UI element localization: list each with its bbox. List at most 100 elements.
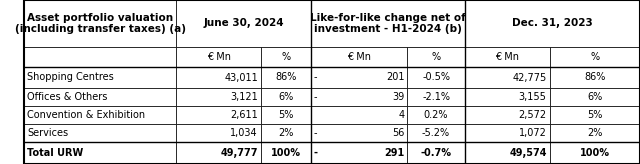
Bar	[311, 47, 407, 67]
Bar	[311, 67, 407, 88]
Text: 3,155: 3,155	[519, 92, 547, 102]
Bar	[550, 67, 640, 88]
Bar	[24, 0, 176, 47]
Bar	[261, 106, 311, 124]
Text: 39: 39	[392, 92, 404, 102]
Bar	[550, 106, 640, 124]
Bar	[407, 47, 465, 67]
Bar	[176, 88, 261, 106]
Bar	[261, 47, 311, 67]
Text: 42,775: 42,775	[513, 72, 547, 82]
Bar	[24, 47, 176, 67]
Text: -0.7%: -0.7%	[420, 148, 452, 158]
Text: 1,034: 1,034	[230, 128, 258, 138]
Text: 49,574: 49,574	[509, 148, 547, 158]
Bar	[24, 124, 176, 142]
Bar	[176, 124, 261, 142]
Bar	[550, 47, 640, 67]
Bar	[261, 88, 311, 106]
Text: -: -	[314, 148, 318, 158]
Text: -2.1%: -2.1%	[422, 92, 450, 102]
Bar	[407, 88, 465, 106]
Text: Like-for-like change net of
investment - H1-2024 (b): Like-for-like change net of investment -…	[310, 13, 466, 34]
Bar	[407, 142, 465, 164]
Bar	[600, 0, 640, 47]
Text: 6%: 6%	[587, 92, 602, 102]
Text: 2%: 2%	[278, 128, 294, 138]
Bar	[407, 106, 465, 124]
Bar	[600, 47, 640, 67]
Bar	[176, 67, 261, 88]
Bar	[465, 106, 550, 124]
Bar	[465, 47, 550, 67]
Bar	[311, 106, 407, 124]
Bar	[550, 0, 600, 47]
Bar	[550, 142, 640, 164]
Text: Convention & Exhibition: Convention & Exhibition	[27, 110, 145, 120]
Bar	[176, 124, 261, 142]
Bar	[311, 67, 407, 88]
Bar	[465, 88, 550, 106]
Text: June 30, 2024: June 30, 2024	[204, 19, 284, 29]
Bar	[465, 124, 550, 142]
Text: 0.2%: 0.2%	[424, 110, 448, 120]
Bar	[550, 106, 600, 124]
Text: %: %	[282, 52, 291, 62]
Text: € Mn: € Mn	[495, 52, 519, 62]
Text: 43,011: 43,011	[224, 72, 258, 82]
Bar	[176, 47, 261, 67]
Bar	[24, 0, 176, 47]
Text: 100%: 100%	[271, 148, 301, 158]
Bar	[407, 67, 465, 88]
Bar	[550, 67, 600, 88]
Text: € Mn: € Mn	[347, 52, 371, 62]
Bar	[465, 106, 550, 124]
Bar	[550, 88, 640, 106]
Bar	[311, 106, 407, 124]
Bar	[407, 67, 465, 88]
Bar	[24, 106, 176, 124]
Bar	[176, 67, 261, 88]
Bar	[24, 67, 176, 88]
Bar	[261, 0, 311, 47]
Bar	[311, 88, 407, 106]
Bar	[600, 106, 640, 124]
Bar	[176, 88, 261, 106]
Text: -5.2%: -5.2%	[422, 128, 450, 138]
Bar	[176, 142, 261, 164]
Bar	[261, 124, 311, 142]
Bar	[261, 106, 311, 124]
Bar	[600, 88, 640, 106]
Bar	[550, 142, 600, 164]
Bar	[465, 88, 550, 106]
Text: %: %	[431, 52, 440, 62]
Text: 201: 201	[386, 72, 404, 82]
Text: 86%: 86%	[584, 72, 605, 82]
Bar	[465, 124, 550, 142]
Bar	[465, 0, 640, 47]
Bar	[311, 124, 407, 142]
Bar	[407, 124, 465, 142]
Bar	[24, 88, 176, 106]
Bar	[550, 124, 640, 142]
Text: Services: Services	[27, 128, 68, 138]
Bar	[600, 124, 640, 142]
Bar	[550, 88, 600, 106]
Bar	[24, 124, 176, 142]
Bar	[24, 142, 176, 164]
Text: 291: 291	[384, 148, 404, 158]
Bar	[311, 47, 407, 67]
Bar	[176, 0, 261, 47]
Text: -: -	[314, 72, 317, 82]
Bar	[600, 67, 640, 88]
Bar	[261, 142, 311, 164]
Text: %: %	[590, 52, 599, 62]
Bar	[311, 124, 407, 142]
Text: 2%: 2%	[587, 128, 602, 138]
Bar	[550, 124, 600, 142]
Bar	[24, 67, 176, 88]
Text: -0.5%: -0.5%	[422, 72, 450, 82]
Bar	[24, 47, 176, 67]
Bar	[465, 47, 550, 67]
Bar	[465, 67, 550, 88]
